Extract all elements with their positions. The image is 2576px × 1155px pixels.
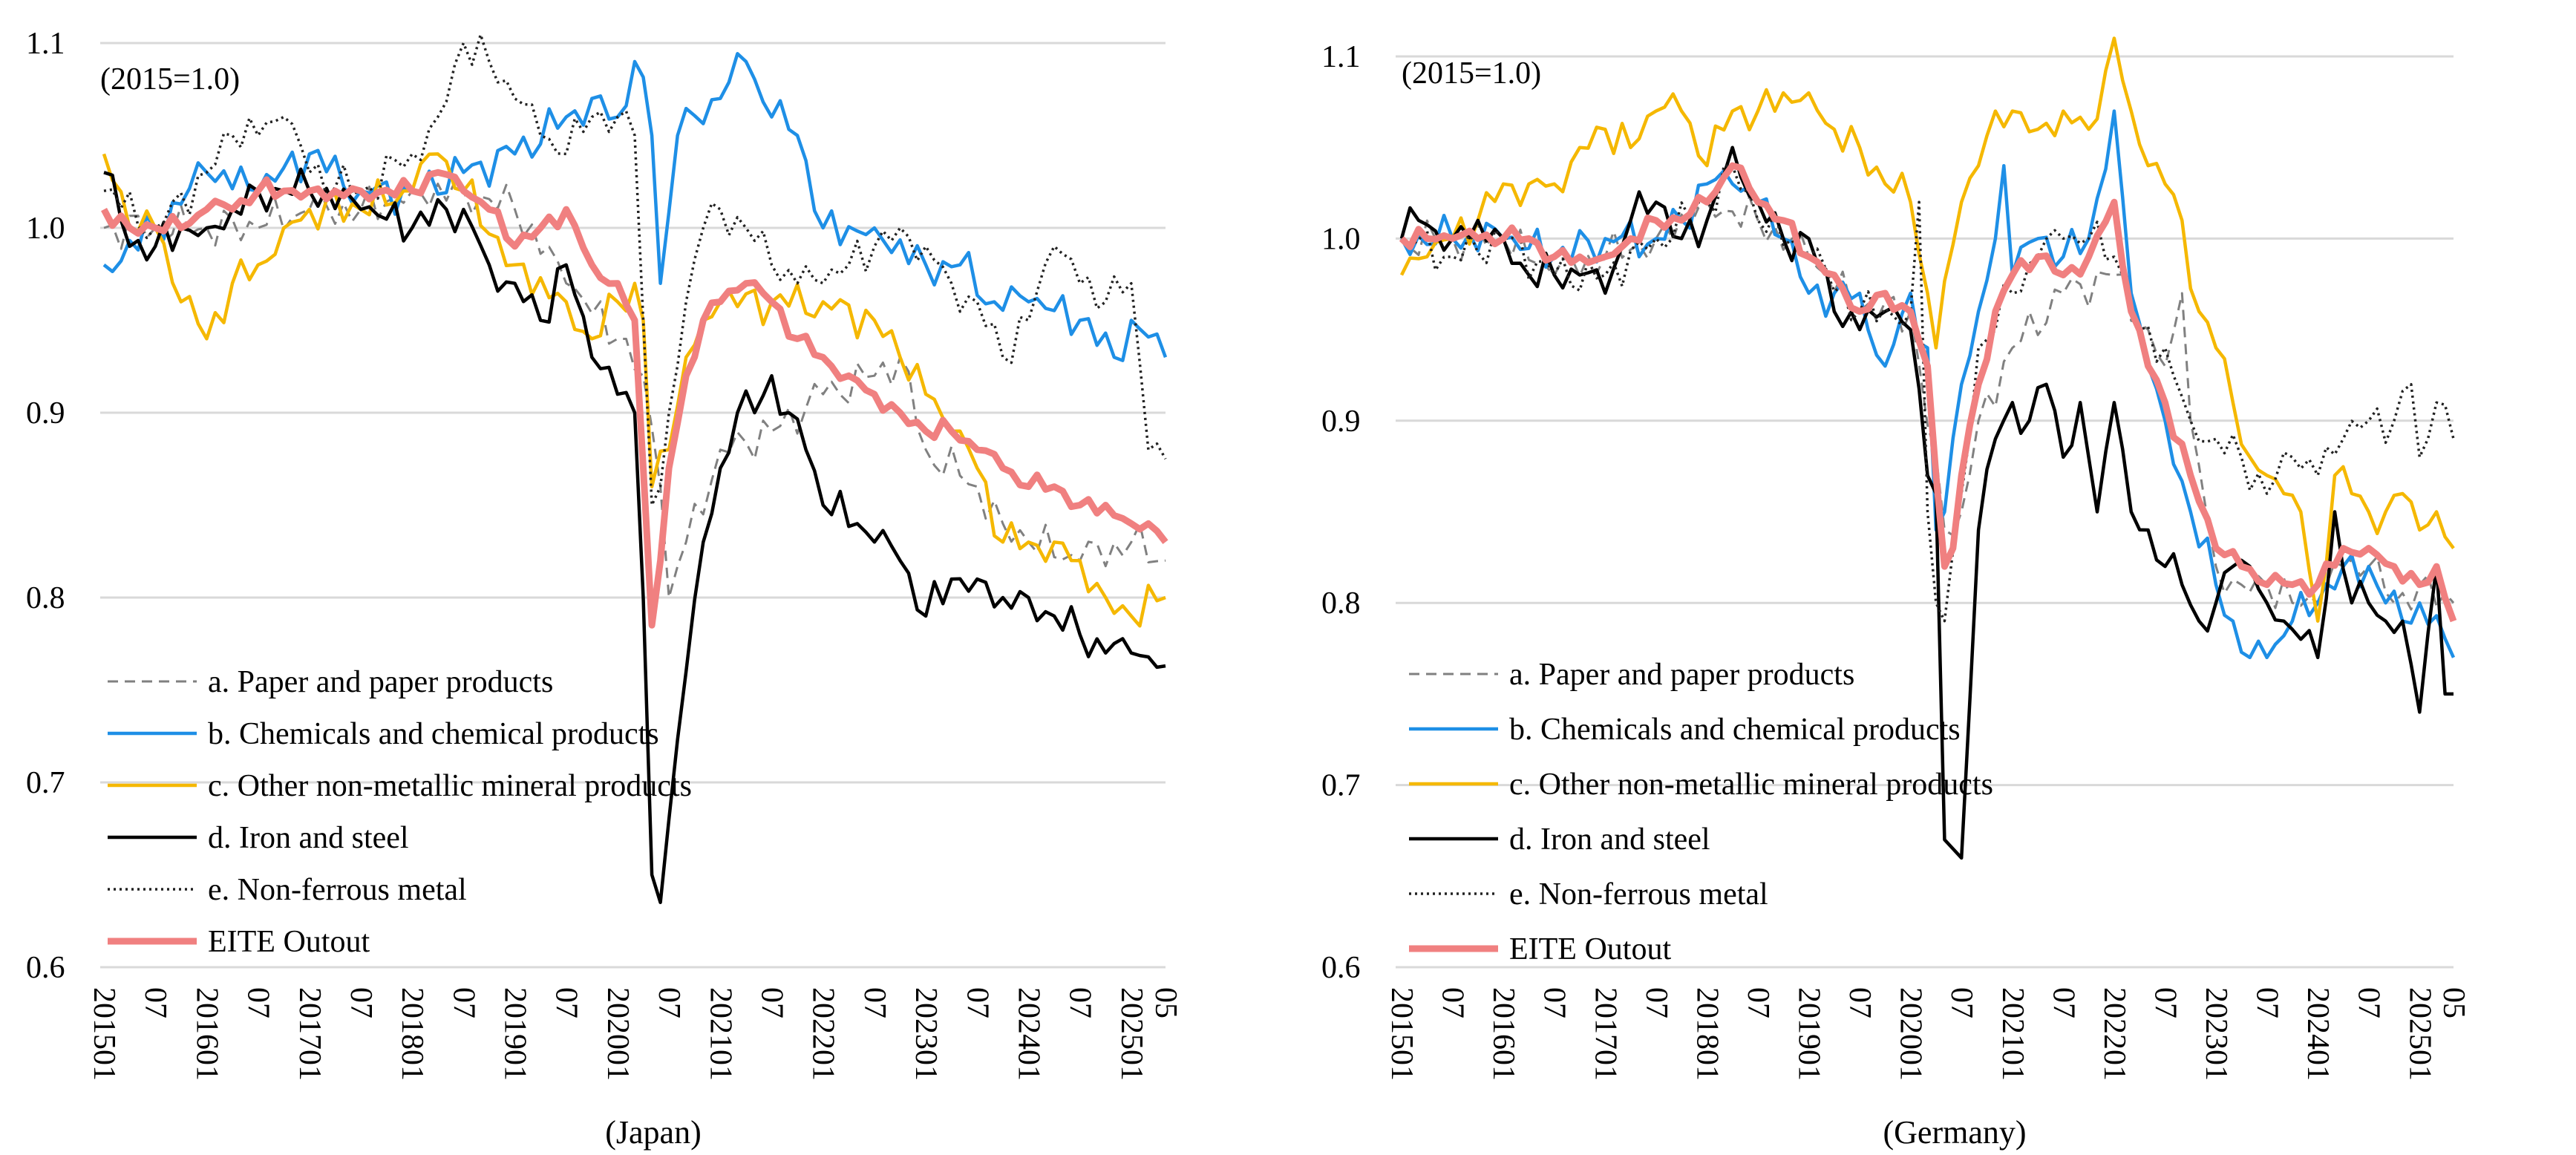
- x-tick-label: 05: [2436, 987, 2471, 1018]
- x-tick-label: 202301: [909, 987, 943, 1081]
- y-tick-label: 0.6: [1321, 951, 1361, 985]
- x-tick-label: 202501: [1114, 987, 1148, 1081]
- x-tick-label: 07: [2352, 987, 2386, 1018]
- japan-legend: a. Paper and paper products b. Chemicals …: [108, 665, 692, 959]
- x-tick-label: 201701: [292, 987, 327, 1081]
- series-line-b-chemicals-and-chemical-products: [1400, 109, 2456, 660]
- japan-base-note: (2015=1.0): [100, 62, 240, 96]
- x-tick-label: 201901: [498, 987, 532, 1081]
- x-tick-label: 201501: [87, 987, 121, 1081]
- series-line-b-chemicals-and-chemical-products: [102, 52, 1168, 362]
- legend-label-d-iron-and-steel: d. Iron and steel: [1509, 822, 1710, 857]
- japan-chart-panel: (2015=1.0) (Japan) 0.6 0.7 0.8 0.9 1.0 1.1 20…: [26, 27, 1183, 1151]
- x-tick-label: 07: [652, 987, 686, 1018]
- x-tick-label: 07: [960, 987, 994, 1018]
- x-tick-label: 202301: [2199, 987, 2233, 1081]
- x-tick-label: 07: [344, 987, 378, 1018]
- x-tick-label: 201601: [1486, 987, 1520, 1081]
- x-tick-label: 201801: [395, 987, 429, 1081]
- y-tick-label: 1.1: [26, 27, 65, 61]
- legend-label-a-paper-and-paper-products: a. Paper and paper products: [208, 665, 553, 699]
- legend-label-c-other-non-metallic-mineral-products: c. Other non-metallic mineral products: [208, 769, 692, 803]
- legend-label-eite-outout: EITE Outout: [208, 925, 370, 959]
- x-tick-label: 07: [1063, 987, 1097, 1018]
- germany-legend: a. Paper and paper products b. Chemicals …: [1409, 658, 1993, 966]
- x-tick-label: 07: [1436, 987, 1470, 1018]
- y-tick-label: 0.9: [26, 396, 65, 431]
- legend-label-e-non-ferrous-metal: e. Non-ferrous metal: [1509, 877, 1768, 912]
- x-tick-label: 07: [2250, 987, 2284, 1018]
- y-tick-label: 0.6: [26, 951, 65, 985]
- x-tick-label: 07: [2046, 987, 2080, 1018]
- y-tick-label: 0.8: [26, 581, 65, 615]
- x-tick-label: 07: [446, 987, 480, 1018]
- x-tick-label: 202201: [806, 987, 840, 1081]
- series-line-e-non-ferrous-metal: [1400, 164, 2455, 623]
- y-tick-label: 1.1: [1321, 40, 1361, 74]
- x-tick-label: 202001: [1894, 987, 1928, 1081]
- x-tick-label: 202001: [601, 987, 635, 1081]
- x-tick-label: 202201: [2097, 987, 2131, 1081]
- legend-label-a-paper-and-paper-products: a. Paper and paper products: [1509, 658, 1854, 692]
- x-tick-label: 05: [1148, 987, 1183, 1018]
- y-tick-label: 0.7: [26, 766, 65, 800]
- series-line-c-other-non-metallic-mineral-products: [1399, 36, 2455, 623]
- x-tick-label: 202101: [1995, 987, 2030, 1081]
- x-tick-label: 07: [1944, 987, 1978, 1018]
- x-tick-label: 202501: [2402, 987, 2436, 1081]
- series-line-eite-outout: [101, 168, 1168, 629]
- germany-base-note: (2015=1.0): [1402, 56, 1541, 91]
- legend-label-b-chemicals-and-chemical-products: b. Chemicals and chemical products: [1509, 713, 1961, 747]
- x-tick-label: 07: [755, 987, 789, 1018]
- germany-x-axis-caption: (Germany): [1883, 1114, 2026, 1151]
- x-tick-label: 07: [1639, 987, 1673, 1018]
- y-tick-label: 1.0: [1321, 222, 1361, 256]
- series-line-a-paper-and-paper-products: [1400, 195, 2455, 611]
- series-line-c-other-non-metallic-mineral-products: [102, 152, 1166, 628]
- x-tick-label: 201601: [189, 987, 223, 1081]
- y-tick-label: 0.8: [1321, 586, 1361, 621]
- x-tick-label: 201801: [1690, 987, 1724, 1081]
- legend-label-b-chemicals-and-chemical-products: b. Chemicals and chemical products: [208, 717, 659, 751]
- x-tick-label: 202401: [2301, 987, 2335, 1081]
- x-tick-label: 202101: [703, 987, 737, 1081]
- series-line-e-non-ferrous-metal: [103, 33, 1167, 507]
- x-tick-label: 07: [241, 987, 275, 1018]
- x-tick-label: 202401: [1012, 987, 1046, 1081]
- x-tick-label: 07: [549, 987, 583, 1018]
- legend-label-e-non-ferrous-metal: e. Non-ferrous metal: [208, 873, 467, 907]
- x-tick-label: 201701: [1588, 987, 1622, 1081]
- germany-chart-panel: (2015=1.0) (Germany) 0.60.70.80.91.01.1 …: [1321, 36, 2471, 1151]
- x-tick-label: 07: [857, 987, 892, 1018]
- x-tick-label: 07: [1741, 987, 1775, 1018]
- japan-x-axis-caption: (Japan): [605, 1114, 702, 1151]
- x-tick-label: 07: [2148, 987, 2183, 1018]
- legend-label-d-iron-and-steel: d. Iron and steel: [208, 821, 409, 855]
- y-tick-label: 0.7: [1321, 769, 1361, 803]
- series-line-eite-outout: [1399, 162, 2457, 623]
- x-tick-label: 07: [138, 987, 172, 1018]
- legend-label-eite-outout: EITE Outout: [1509, 932, 1671, 966]
- legend-label-c-other-non-metallic-mineral-products: c. Other non-metallic mineral products: [1509, 768, 1993, 802]
- x-tick-label: 201501: [1385, 987, 1419, 1081]
- y-tick-label: 0.9: [1321, 405, 1361, 439]
- y-tick-label: 1.0: [26, 212, 65, 246]
- x-tick-label: 07: [1537, 987, 1572, 1018]
- x-tick-label: 201901: [1792, 987, 1826, 1081]
- x-tick-label: 07: [1843, 987, 1877, 1018]
